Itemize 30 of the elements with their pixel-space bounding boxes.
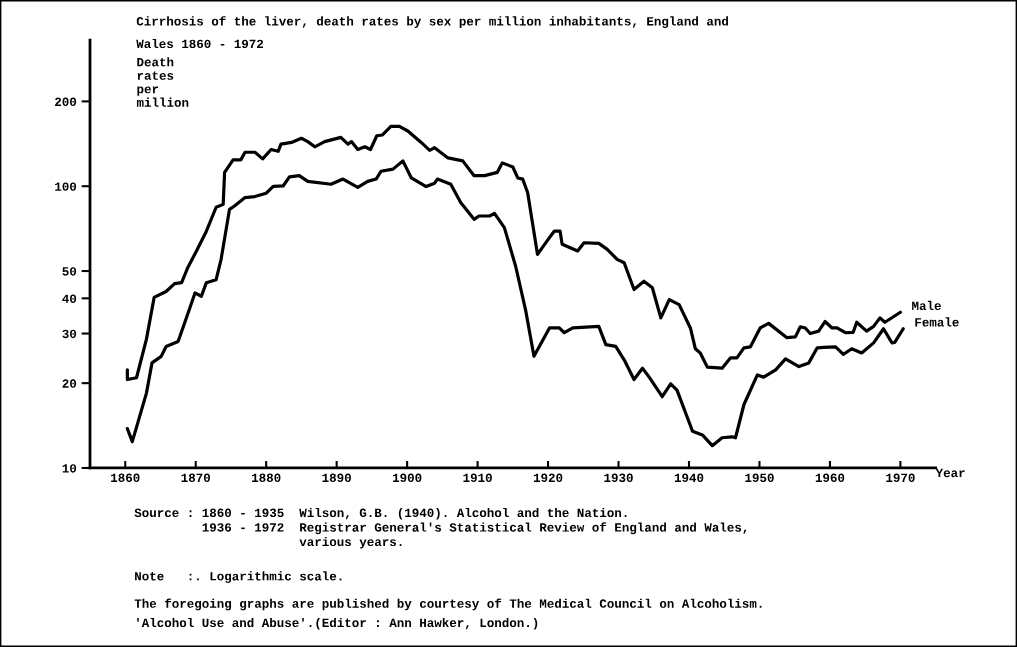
text: Note :. Logarithmic scale. <box>135 571 342 584</box>
x-tick-label: 1930 <box>604 473 633 483</box>
y-tick-label: 10 <box>62 464 77 473</box>
x-tick-label: 1950 <box>745 473 774 483</box>
y-tick-label: 40 <box>62 294 77 303</box>
x-tick-label: 1910 <box>463 473 492 483</box>
series-label: Male <box>912 300 941 311</box>
x-tick-label: 1870 <box>181 473 210 483</box>
x-axis-title: Year <box>935 468 965 478</box>
x-tick-label: 1880 <box>252 473 281 483</box>
y-tick-label: 200 <box>55 97 77 107</box>
text: 'Alcohol Use and Abuse'.(Editor : Ann Hawker, London.) <box>137 617 538 630</box>
x-tick-label: 1970 <box>886 473 915 483</box>
y-tick-label: 100 <box>55 182 77 191</box>
line-series <box>125 159 905 448</box>
line-series <box>125 124 903 382</box>
x-tick-label: 1860 <box>111 473 140 483</box>
chart-title: Cirrhosis of the liver, death rates by sex per million inhabitants, England and Wales 1860 - 1972 <box>136 16 729 49</box>
series-label: Female <box>915 317 959 327</box>
x-tick-label: 1940 <box>674 473 704 483</box>
x-tick-label: 1920 <box>533 473 563 483</box>
x-tick-label: 1890 <box>322 473 351 483</box>
x-tick-label: 1900 <box>392 473 422 483</box>
y-axis-title: Death rates per million <box>136 57 189 107</box>
x-tick-label: 1960 <box>815 473 845 483</box>
source-note: Source : 1860 - 1935 Wilson, G.B. (1940). Alcohol and the Nation. 1936 - 1972 Registrar General's Statistical Review of England and Wales, various years. <box>134 507 747 549</box>
y-tick-label: 30 <box>62 329 77 339</box>
y-tick-label: 50 <box>62 267 77 276</box>
y-tick-label: 20 <box>62 379 77 388</box>
text: The foregoing graphs are published by courtesy of The Medical Council on Alcoholism. <box>134 598 762 611</box>
